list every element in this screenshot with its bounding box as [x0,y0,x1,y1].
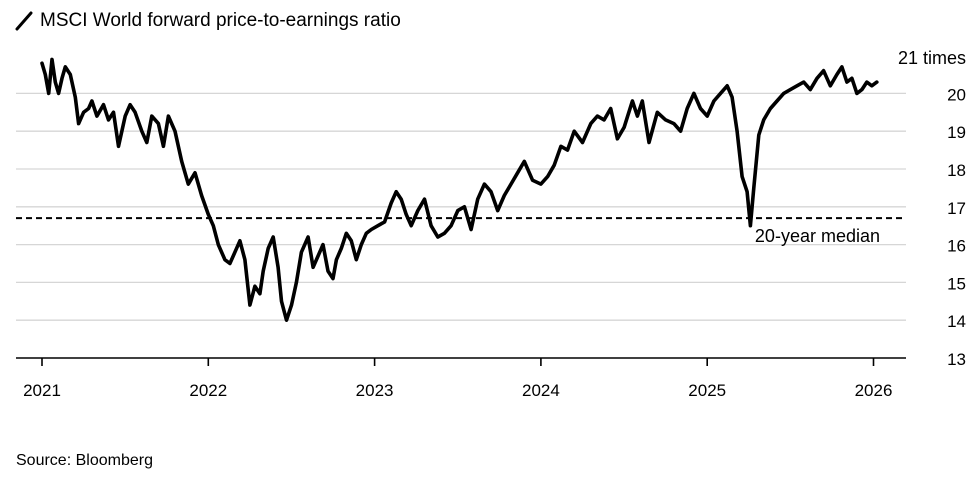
series-line-0 [40,57,879,322]
y-tick-label-13: 13 [947,350,966,369]
x-tick-label-2025: 2025 [688,381,726,400]
source-note: Source: Bloomberg [16,452,153,469]
x-tick-label-2026: 2026 [855,381,893,400]
unit-label: 21 times [898,48,966,68]
y-tick-label-18: 18 [947,161,966,180]
y-tick-label-14: 14 [947,312,966,331]
y-tick-label-17: 17 [947,199,966,218]
x-tick-label-2022: 2022 [189,381,227,400]
chart-title-text: MSCI World forward price-to-earnings rat… [40,10,401,31]
y-tick-label-19: 19 [947,123,966,142]
x-tick-label-2024: 2024 [522,381,560,400]
x-axis: 2021 2022 2023 2024 2025 2026 [16,357,906,400]
y-tick-label-20: 20 [947,85,966,104]
median-group: 20-year median [16,217,906,246]
x-tick-label-2021: 2021 [23,381,61,400]
median-label: 20-year median [755,226,880,246]
y-tick-label-15: 15 [947,274,966,293]
y-axis-labels: 13 14 15 16 17 18 19 20 [947,85,966,369]
y-tick-label-16: 16 [947,237,966,256]
x-tick-label-2023: 2023 [356,381,394,400]
slash-icon [15,11,33,31]
chart-title: MSCI World forward price-to-earnings rat… [14,6,401,36]
series-group [40,57,879,322]
